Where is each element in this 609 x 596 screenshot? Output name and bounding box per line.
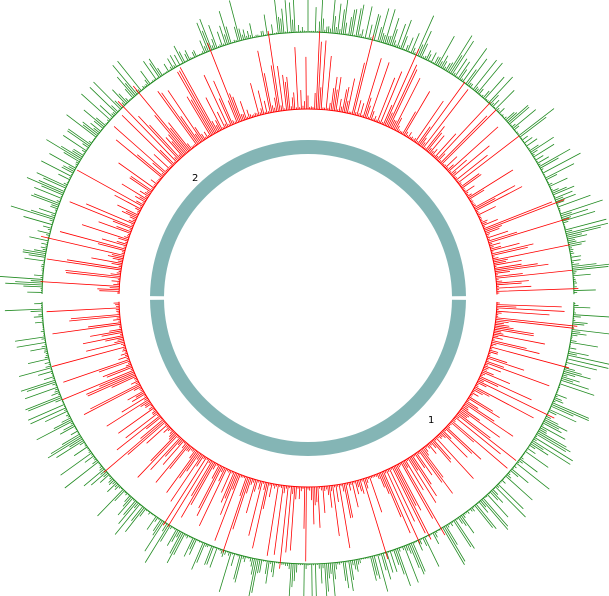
track-baseline	[118, 108, 498, 488]
segment-1-label: 1	[428, 415, 434, 426]
segment-2-band	[150, 140, 466, 297]
ideogram-ring	[150, 140, 466, 456]
segment-2-label: 2	[192, 173, 198, 184]
red-histogram-track	[40, 30, 579, 569]
track-baseline	[41, 31, 575, 565]
histogram-bars	[40, 30, 579, 569]
segment-1-band	[150, 299, 466, 456]
